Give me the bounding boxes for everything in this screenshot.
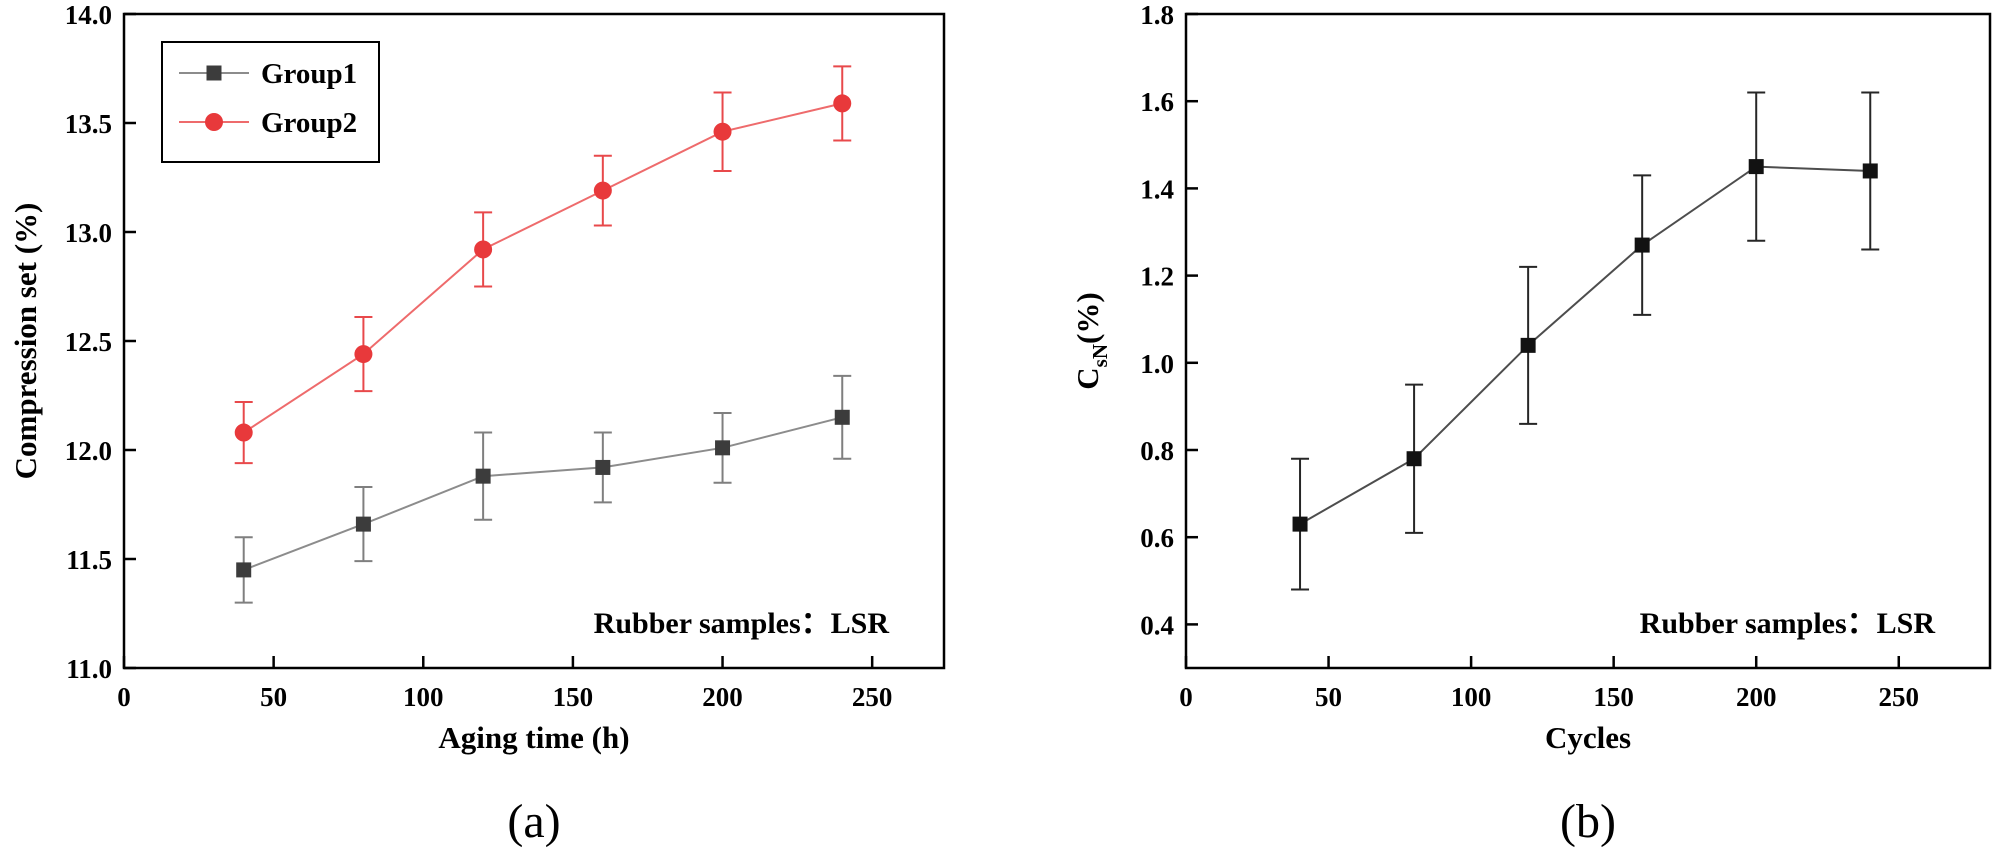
x-axis-ticks: 0 50 100 150 200 250: [1179, 656, 1919, 712]
legend-label: Group1: [261, 58, 357, 90]
x-tick-label: 50: [1315, 682, 1342, 712]
data-point-marker: [354, 345, 373, 364]
data-point-marker: [1292, 516, 1308, 532]
plot-frame: [1184, 12, 1992, 670]
x-axis-title: Aging time (h): [438, 720, 629, 755]
legend-marker: [206, 65, 222, 81]
y-tick-label: 0.6: [1140, 523, 1174, 553]
x-tick-label: 50: [260, 682, 287, 712]
x-tick-label: 100: [403, 682, 444, 712]
x-tick-label: 200: [1736, 682, 1777, 712]
y-tick-label: 11.5: [66, 545, 112, 575]
x-axis-title: Cycles: [1545, 720, 1631, 755]
y-axis-title: Compression set (%): [8, 203, 43, 480]
x-tick-label: 250: [1879, 682, 1920, 712]
data-point-marker: [593, 181, 612, 200]
data-point-marker: [834, 409, 850, 425]
data-point-marker: [1862, 163, 1878, 179]
data-point-marker: [595, 459, 611, 475]
series-line: [243, 102, 843, 434]
legend-marker: [205, 113, 223, 131]
data-point-marker: [1748, 159, 1764, 175]
series-Group2: [234, 65, 852, 465]
caption-a: (a): [507, 795, 561, 848]
y-tick-label: 1.0: [1140, 349, 1174, 379]
chart-b-csn-plot: 0 50 100 150 200 250 0.4 0.6 0.8 1.0 1.2 1.4 1.6 1.8 R…: [1070, 0, 1992, 755]
x-tick-label: 150: [1593, 682, 1634, 712]
data-point-marker: [833, 94, 852, 113]
annotation-text: Rubber samples：LSR: [1640, 607, 1936, 640]
y-tick-label: 13.0: [65, 218, 112, 248]
y-tick-label: 1.4: [1140, 174, 1174, 204]
data-point-marker: [1520, 337, 1536, 353]
y-tick-label: 0.4: [1140, 610, 1174, 640]
legend: Group1 Group2: [161, 41, 380, 163]
x-tick-label: 0: [117, 682, 131, 712]
data-point-marker: [234, 423, 253, 442]
y-axis-title: CsN(%): [1070, 292, 1112, 389]
x-tick-label: 200: [702, 682, 743, 712]
y-tick-label: 12.0: [65, 436, 112, 466]
series-CsN: [1291, 91, 1880, 591]
legend-label: Group2: [261, 107, 357, 139]
data-point-marker: [355, 516, 371, 532]
data-point-marker: [715, 440, 731, 456]
x-tick-label: 250: [852, 682, 893, 712]
y-tick-label: 13.5: [65, 109, 112, 139]
chart-a-compression-set-plot: 0 50 100 150 200 25011.011.512.012.513.013.51…: [8, 0, 946, 755]
y-tick-label: 1.8: [1140, 0, 1174, 30]
data-point-marker: [475, 468, 491, 484]
x-tick-label: 100: [1451, 682, 1492, 712]
series-line: [1299, 165, 1871, 525]
y-tick-label: 11.0: [66, 654, 112, 684]
x-tick-label: 0: [1179, 682, 1193, 712]
y-axis-ticks: 0.4 0.6 0.8 1.0 1.2 1.4 1.6 1.8: [1140, 0, 1198, 640]
data-point-marker: [474, 240, 493, 259]
annotation-text: Rubber samples：LSR: [594, 607, 890, 640]
y-tick-label: 0.8: [1140, 436, 1174, 466]
data-point-marker: [1634, 237, 1650, 253]
data-point-marker: [713, 122, 732, 141]
x-tick-label: 150: [553, 682, 594, 712]
y-axis-ticks: 11.0 11.5 12.0 12.5 13.0 13.5 14.0: [65, 0, 136, 684]
y-tick-label: 14.0: [65, 0, 112, 30]
y-tick-label: 12.5: [65, 327, 112, 357]
legend-box: [161, 41, 380, 163]
series-Group1: [234, 374, 852, 604]
series-line: [243, 416, 843, 571]
y-tick-label: 1.2: [1140, 262, 1174, 292]
data-point-marker: [236, 562, 252, 578]
data-point-marker: [1406, 451, 1422, 467]
x-axis-ticks: 0 50 100 150 200 250: [117, 656, 892, 712]
caption-b: (b): [1560, 795, 1616, 848]
y-tick-label: 1.6: [1140, 87, 1174, 117]
